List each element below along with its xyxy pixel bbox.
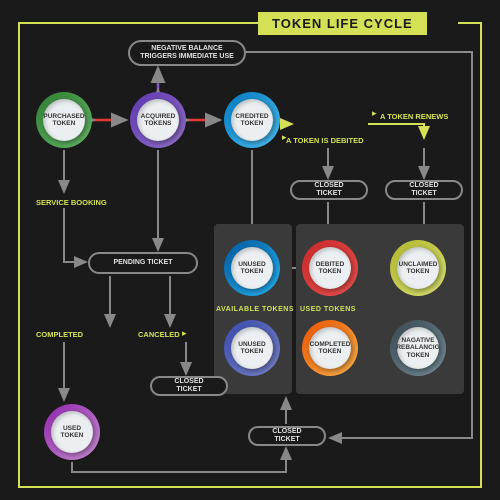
frame-left [18, 22, 20, 488]
node-label: CREDITED TOKEN [235, 113, 268, 127]
node-completed-token: COMPLETED TOKEN [302, 320, 358, 376]
pill-closed-ticket-3: CLOSED TICKET [150, 376, 228, 396]
arrow-glyph-icon: ▸ [182, 328, 187, 339]
node-acquired: ACQUIRED TOKENS [130, 92, 186, 148]
label-token-debited: A TOKEN IS DEBITED [286, 136, 364, 145]
node-label: ACQUIRED TOKENS [141, 113, 176, 127]
label-completed: COMPLETED [36, 330, 83, 339]
node-used: USED TOKEN [44, 404, 100, 460]
node-unused-1: UNUSED TOKEN [224, 240, 280, 296]
node-debited: DEBITED TOKEN [302, 240, 358, 296]
pill-label: CLOSED TICKET [162, 378, 216, 395]
node-label: UNUSED TOKEN [238, 261, 265, 275]
pill-label: CLOSED TICKET [302, 182, 356, 199]
node-unused-2: UNUSED TOKEN [224, 320, 280, 376]
page-title: TOKEN LIFE CYCLE [258, 12, 427, 35]
frame-bottom [18, 486, 482, 488]
pill-closed-ticket-2: CLOSED TICKET [385, 180, 463, 200]
pill-neg-balance: NEGATIVE BALANCE TRIGGERS IMMEDIATE USE [128, 40, 246, 66]
node-label: UNUSED TOKEN [238, 341, 265, 355]
node-unclaimed: UNCLAIMED TOKEN [390, 240, 446, 296]
group-used-label: USED TOKENS [300, 306, 356, 313]
title-text: TOKEN LIFE CYCLE [272, 16, 413, 31]
node-label: PURCHASED TOKEN [43, 113, 84, 127]
pill-label: NEGATIVE BALANCE TRIGGERS IMMEDIATE USE [140, 45, 234, 62]
frame-top-right [458, 22, 482, 24]
pill-closed-ticket-4: CLOSED TICKET [248, 426, 326, 446]
pill-pending-ticket: PENDING TICKET [88, 252, 198, 274]
node-label: NAGATIVE REBALANCIG TOKEN [396, 337, 439, 358]
node-label: COMPLETED TOKEN [310, 341, 351, 355]
node-purchased: PURCHASED TOKEN [36, 92, 92, 148]
label-token-renews: A TOKEN RENEWS [380, 112, 448, 121]
label-canceled: CANCELED [138, 330, 180, 339]
pill-label: PENDING TICKET [113, 259, 172, 267]
pill-label: CLOSED TICKET [397, 182, 451, 199]
arrow-glyph-icon: ▸ [282, 132, 287, 143]
node-neg-rebal: NAGATIVE REBALANCIG TOKEN [390, 320, 446, 376]
group-available-label: AVAILABLE TOKENS [216, 306, 294, 313]
frame-right [480, 22, 482, 488]
label-service-booking: SERVICE BOOKING [36, 198, 107, 207]
node-label: DEBITED TOKEN [316, 261, 345, 275]
node-label: UNCLAIMED TOKEN [399, 261, 438, 275]
node-credited: CREDITED TOKEN [224, 92, 280, 148]
pill-closed-ticket-1: CLOSED TICKET [290, 180, 368, 200]
pill-label: CLOSED TICKET [260, 428, 314, 445]
node-label: USED TOKEN [61, 425, 84, 439]
frame-top [18, 22, 262, 24]
arrow-glyph-icon: ▸ [372, 108, 377, 119]
